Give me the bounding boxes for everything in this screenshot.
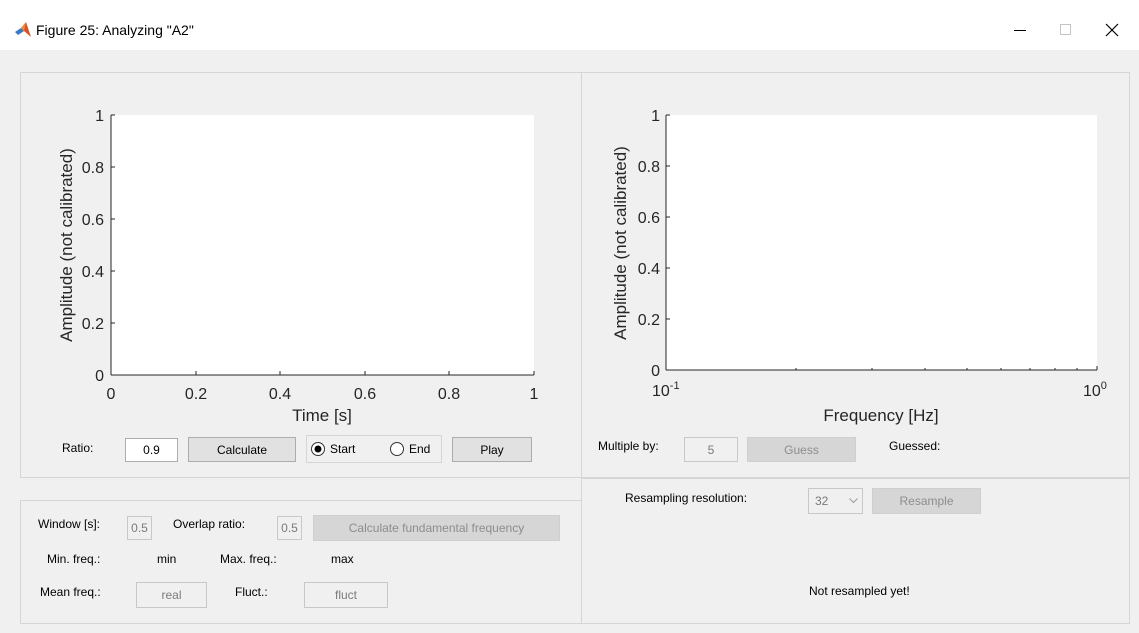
freq-ytick: 0.2 xyxy=(638,312,660,329)
freq-xtick-left: 10-1 xyxy=(652,380,680,400)
frequency-panel xyxy=(581,72,1130,478)
guess-button[interactable]: Guess xyxy=(747,437,856,462)
minimize-icon xyxy=(1014,30,1026,31)
start-label: Start xyxy=(330,442,356,456)
freq-ytick: 0.8 xyxy=(638,159,660,176)
time-xtick: 0.2 xyxy=(185,386,207,403)
calculate-button[interactable]: Calculate xyxy=(188,437,296,462)
overlap-input[interactable]: 0.5 xyxy=(277,516,302,540)
resolution-select[interactable]: 32 xyxy=(808,488,863,514)
time-ytick: 0.8 xyxy=(82,160,104,177)
time-xtick: 0.4 xyxy=(269,386,291,403)
freq-ylabel: Amplitude (not calibrated) xyxy=(611,146,630,340)
time-axes-area[interactable] xyxy=(111,115,534,375)
time-ytick: 0 xyxy=(95,368,104,385)
time-xtick: 0 xyxy=(107,386,116,403)
freq-xtick-right: 100 xyxy=(1083,380,1107,400)
mean-freq-field: real xyxy=(136,582,207,608)
freq-ytick: 0.4 xyxy=(638,261,660,278)
frequency-axes: 0 0.2 0.4 0.6 0.8 1 10-1 100 Frequency [… xyxy=(611,108,1107,425)
multiple-label: Multiple by: xyxy=(598,439,659,453)
resolution-label: Resampling resolution: xyxy=(625,491,748,505)
ratio-input[interactable]: 0.9 xyxy=(125,438,178,462)
mean-freq-label: Mean freq.: xyxy=(40,585,101,599)
freq-ytick: 0 xyxy=(651,363,660,380)
max-freq-label: Max. freq.: xyxy=(220,552,277,566)
time-xtick: 0.6 xyxy=(354,386,376,403)
frequency-axes-area[interactable] xyxy=(666,115,1097,370)
matlab-logo-icon xyxy=(15,22,31,37)
time-xtick: 0.8 xyxy=(438,386,460,403)
freq-ytick: 1 xyxy=(651,108,660,125)
close-icon xyxy=(1105,23,1119,37)
chevron-down-icon xyxy=(849,498,858,504)
resample-button[interactable]: Resample xyxy=(872,488,981,514)
calculate-fundamental-button[interactable]: Calculate fundamental frequency xyxy=(313,515,560,541)
freq-ytick: 0.6 xyxy=(638,210,660,227)
start-end-group xyxy=(306,435,442,463)
radio-unselected-icon xyxy=(390,442,404,456)
time-xtick: 1 xyxy=(530,386,539,403)
min-freq-label: Min. freq.: xyxy=(47,552,101,566)
end-label: End xyxy=(409,442,431,456)
freq-xlabel: Frequency [Hz] xyxy=(823,406,938,425)
time-xlabel: Time [s] xyxy=(292,406,352,425)
window-label: Window [s]: xyxy=(38,517,101,531)
window-input[interactable]: 0.5 xyxy=(127,516,152,540)
guessed-label: Guessed: xyxy=(889,439,941,453)
ratio-label: Ratio: xyxy=(62,441,94,455)
multiple-input[interactable]: 5 xyxy=(684,437,738,462)
title-bar: Figure 25: Analyzing "A2" xyxy=(0,0,1139,50)
overlap-label: Overlap ratio: xyxy=(173,517,246,531)
time-ylabel: Amplitude (not calibrated) xyxy=(57,148,76,342)
time-axes: 0 0.2 0.4 0.6 0.8 1 0 0.2 0.4 0.6 0.8 1 … xyxy=(57,108,539,425)
start-radio[interactable]: Start xyxy=(310,441,355,457)
play-button[interactable]: Play xyxy=(452,437,532,462)
maximize-button[interactable] xyxy=(1043,14,1089,46)
time-ytick: 0.4 xyxy=(82,264,104,281)
resample-status: Not resampled yet! xyxy=(809,584,910,598)
time-ytick: 0.2 xyxy=(82,316,104,333)
resolution-value: 32 xyxy=(815,494,829,508)
fluct-label: Fluct.: xyxy=(235,585,268,599)
close-button[interactable] xyxy=(1089,14,1135,46)
minimize-button[interactable] xyxy=(997,14,1043,46)
maximize-icon xyxy=(1060,24,1071,35)
fluct-field: fluct xyxy=(304,582,388,608)
max-freq-value: max xyxy=(331,552,354,566)
min-freq-value: min xyxy=(157,552,177,566)
resample-panel xyxy=(581,478,1130,624)
time-ytick: 0.6 xyxy=(82,212,104,229)
time-ytick: 1 xyxy=(95,108,104,125)
window-title: Figure 25: Analyzing "A2" xyxy=(36,22,194,38)
radio-selected-icon xyxy=(311,442,325,456)
end-radio[interactable]: End xyxy=(389,441,430,457)
